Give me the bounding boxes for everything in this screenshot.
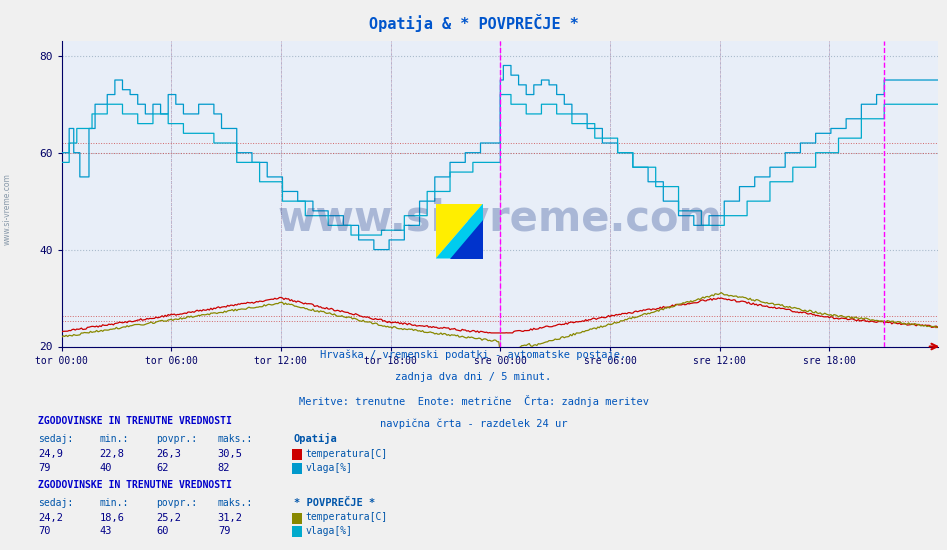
Text: 22,8: 22,8 [99,449,124,459]
Polygon shape [450,220,483,258]
Text: povpr.:: povpr.: [156,434,197,444]
Text: 82: 82 [218,463,230,473]
Text: 40: 40 [99,463,112,473]
Text: vlaga[%]: vlaga[%] [306,526,353,536]
Text: Opatija: Opatija [294,433,337,444]
Polygon shape [436,204,483,258]
Text: min.:: min.: [99,498,129,508]
Text: 24,2: 24,2 [38,513,63,522]
Text: 25,2: 25,2 [156,513,181,522]
Text: maks.:: maks.: [218,434,253,444]
Text: www.si-vreme.com: www.si-vreme.com [277,197,722,239]
Text: min.:: min.: [99,434,129,444]
Text: * POVPREČJE *: * POVPREČJE * [294,498,375,508]
Text: 30,5: 30,5 [218,449,242,459]
Text: 26,3: 26,3 [156,449,181,459]
Text: vlaga[%]: vlaga[%] [306,463,353,473]
Text: 79: 79 [218,526,230,536]
Text: temperatura[C]: temperatura[C] [306,513,388,522]
Text: 79: 79 [38,463,50,473]
Text: Opatija & * POVPREČJE *: Opatija & * POVPREČJE * [368,14,579,32]
Text: Hrvaška / vremenski podatki - avtomatske postaje.: Hrvaška / vremenski podatki - avtomatske… [320,349,627,360]
Text: navpična črta - razdelek 24 ur: navpična črta - razdelek 24 ur [380,419,567,429]
Text: ZGODOVINSKE IN TRENUTNE VREDNOSTI: ZGODOVINSKE IN TRENUTNE VREDNOSTI [38,416,232,426]
Text: zadnja dva dni / 5 minut.: zadnja dva dni / 5 minut. [396,372,551,382]
Text: 62: 62 [156,463,169,473]
Text: 18,6: 18,6 [99,513,124,522]
Text: www.si-vreme.com: www.si-vreme.com [3,173,12,245]
Text: sedaj:: sedaj: [38,498,73,508]
Text: povpr.:: povpr.: [156,498,197,508]
Text: 60: 60 [156,526,169,536]
Text: 70: 70 [38,526,50,536]
Polygon shape [436,204,483,258]
Text: sedaj:: sedaj: [38,434,73,444]
Text: temperatura[C]: temperatura[C] [306,449,388,459]
Text: 31,2: 31,2 [218,513,242,522]
Text: 43: 43 [99,526,112,536]
Text: ZGODOVINSKE IN TRENUTNE VREDNOSTI: ZGODOVINSKE IN TRENUTNE VREDNOSTI [38,480,232,490]
Text: 24,9: 24,9 [38,449,63,459]
Text: Meritve: trenutne  Enote: metrične  Črta: zadnja meritev: Meritve: trenutne Enote: metrične Črta: … [298,395,649,408]
Text: maks.:: maks.: [218,498,253,508]
